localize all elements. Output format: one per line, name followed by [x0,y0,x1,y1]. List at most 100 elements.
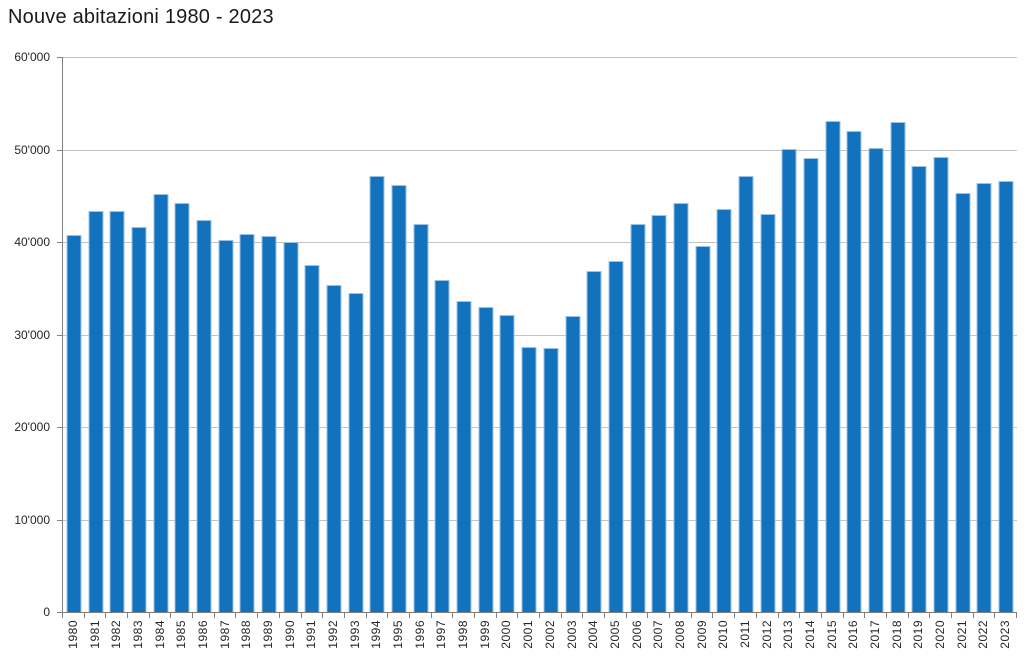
x-axis-tick-label: 1983 [130,620,145,649]
x-axis-tick-label: 1988 [239,620,254,649]
x-axis-tick-label: 2004 [586,620,601,649]
y-axis-labels: 0 10'000 20'000 30'000 40'000 50'000 60'000 [0,50,55,619]
x-axis-tick-label: 2019 [911,620,926,649]
y-axis-tick [57,149,63,151]
x-axis-tick-label: 2001 [521,620,536,649]
bar [66,234,82,612]
x-axis-tick-label: 2015 [824,620,839,649]
x-axis-tick-label: 1985 [174,620,189,649]
bar [760,214,776,612]
bar [933,156,949,612]
x-axis-tick [885,613,887,618]
x-axis-tick [755,613,757,618]
x-axis-tick [820,613,822,618]
x-axis-tick [83,613,85,618]
x-axis-tick [62,613,63,618]
bar [890,121,906,612]
bar [543,348,559,612]
bar [586,270,602,612]
y-axis-tick-label: 20'000 [14,420,50,434]
bar [174,203,190,612]
bar [868,147,884,612]
x-axis-tick [690,613,692,618]
x-axis-tick-label: 2007 [651,620,666,649]
bar [630,224,646,612]
y-axis-tick [57,612,63,613]
gridline [63,427,1017,428]
y-axis-tick [57,57,63,58]
x-axis-tick-label: 2009 [694,620,709,649]
bar [608,261,624,612]
x-axis-tick-label: 1984 [152,620,167,649]
x-axis-tick-label: 2006 [629,620,644,649]
bar [109,210,125,612]
x-axis-tick [604,613,606,618]
x-axis-tick [408,613,410,618]
bar [434,279,450,612]
x-axis-tick [712,613,714,618]
gridline [63,57,1017,58]
x-axis-tick [994,613,996,618]
bar [695,245,711,612]
plot-area [57,57,1017,613]
y-axis-tick-label: 50'000 [14,142,50,157]
bar [846,131,862,612]
x-axis-tick [430,613,432,618]
x-axis-tick-label: 1990 [282,620,297,649]
bar [391,184,407,612]
x-axis-tick-label: 1996 [412,620,427,649]
x-axis-tick-label: 1980 [65,620,80,649]
x-axis-tick-label: 1987 [217,620,232,649]
bar [976,182,992,612]
bar [348,292,364,612]
x-axis-tick [799,613,801,618]
x-axis-tick-label: 2003 [564,620,579,649]
x-axis-tick-label: 1991 [304,620,319,649]
bar [326,285,342,612]
x-axis-tick-label: 2014 [803,620,818,649]
x-axis-tick [582,613,584,618]
x-axis-tick-label: 1982 [109,620,124,649]
x-axis-tick [322,613,324,618]
x-axis-tick [625,613,627,618]
x-axis-tick [560,613,562,618]
x-axis-tick-label: 2010 [716,620,731,649]
bar [239,233,255,612]
bar [88,211,104,612]
x-axis-tick [864,613,866,618]
bar [911,166,927,612]
x-axis-tick [669,613,671,618]
bar [955,192,971,612]
x-axis-tick-label: 1999 [477,620,492,649]
x-axis-tick-label: 2020 [933,620,948,649]
x-axis-tick [473,613,475,618]
x-axis-tick [170,613,172,618]
y-axis-tick [57,519,63,521]
y-axis-tick-label: 0 [43,605,50,619]
y-axis-tick-label: 10'000 [14,512,50,527]
y-axis-tick-label: 60'000 [14,50,50,64]
bar [803,157,819,612]
x-axis-tick [192,613,194,618]
bar [218,240,234,612]
x-axis-tick-label: 1993 [347,620,362,649]
x-axis-tick-label: 1994 [369,620,384,649]
x-axis-tick-label: 2022 [976,620,991,649]
x-axis-tick [105,613,107,618]
x-axis-tick-label: 2002 [542,620,557,649]
x-axis-tick-label: 2023 [998,620,1013,649]
gridline [63,334,1017,336]
x-axis-tick-label: 1989 [260,620,275,649]
x-axis-tick [148,613,150,618]
bar [825,120,841,612]
gridline [63,149,1017,151]
x-axis-tick-label: 1981 [87,620,102,649]
x-axis-tick-label: 2005 [607,620,622,649]
x-axis-tick-label: 2013 [781,620,796,649]
bar [998,180,1014,612]
y-axis-tick-label: 30'000 [14,327,50,342]
x-axis-labels: 1980 1981 1982 1983 1984 1985 1986 1987 1988 1989… [62,620,1016,660]
bar [196,219,212,612]
y-axis-tick [57,334,63,336]
